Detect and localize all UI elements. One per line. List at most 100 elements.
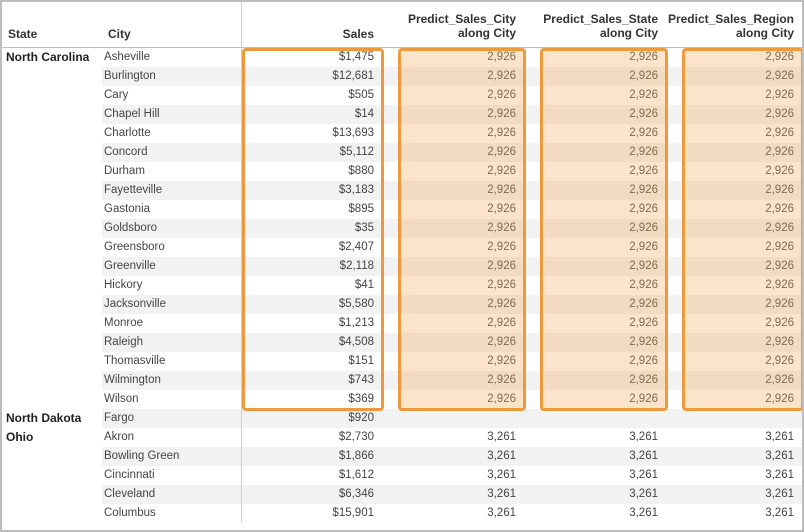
predict-region-cell[interactable]: 2,926	[682, 143, 802, 162]
predict-city-cell[interactable]: 3,261	[398, 428, 524, 447]
sales-cell[interactable]: $12,681	[242, 67, 382, 86]
sales-cell[interactable]: $2,730	[242, 428, 382, 447]
predict-region-cell[interactable]: 2,926	[682, 390, 802, 409]
predict-city-cell[interactable]: 2,926	[398, 124, 524, 143]
sales-cell[interactable]: $41	[242, 276, 382, 295]
predict-city-cell[interactable]: 2,926	[398, 143, 524, 162]
predict-state-cell[interactable]: 2,926	[540, 200, 666, 219]
predict-city-cell[interactable]: 2,926	[398, 67, 524, 86]
city-cell[interactable]: Goldsboro	[102, 219, 242, 238]
city-cell[interactable]: Cincinnati	[102, 466, 242, 485]
header-predict-city[interactable]: Predict_Sales_City along City	[398, 2, 524, 48]
city-cell[interactable]: Durham	[102, 162, 242, 181]
header-predict-state[interactable]: Predict_Sales_State along City	[540, 2, 666, 48]
state-cell[interactable]	[2, 124, 102, 143]
sales-cell[interactable]: $369	[242, 390, 382, 409]
city-cell[interactable]: Thomasville	[102, 352, 242, 371]
predict-state-cell[interactable]: 2,926	[540, 143, 666, 162]
predict-region-cell[interactable]: 2,926	[682, 333, 802, 352]
city-cell[interactable]: Jacksonville	[102, 295, 242, 314]
predict-region-cell[interactable]: 2,926	[682, 352, 802, 371]
predict-state-cell[interactable]: 2,926	[540, 124, 666, 143]
state-cell[interactable]: North Carolina	[2, 48, 102, 67]
predict-city-cell[interactable]: 3,261	[398, 504, 524, 523]
predict-state-cell[interactable]	[540, 409, 666, 428]
city-cell[interactable]: Charlotte	[102, 124, 242, 143]
predict-region-cell[interactable]: 2,926	[682, 276, 802, 295]
predict-state-cell[interactable]: 2,926	[540, 295, 666, 314]
sales-cell[interactable]: $151	[242, 352, 382, 371]
sales-cell[interactable]: $4,508	[242, 333, 382, 352]
predict-city-cell[interactable]: 2,926	[398, 162, 524, 181]
sales-cell[interactable]: $6,346	[242, 485, 382, 504]
predict-state-cell[interactable]: 2,926	[540, 352, 666, 371]
city-cell[interactable]: Columbus	[102, 504, 242, 523]
state-cell[interactable]	[2, 485, 102, 504]
sales-cell[interactable]: $505	[242, 86, 382, 105]
predict-region-cell[interactable]: 2,926	[682, 181, 802, 200]
predict-city-cell[interactable]: 2,926	[398, 352, 524, 371]
predict-region-cell[interactable]: 3,261	[682, 466, 802, 485]
city-cell[interactable]: Asheville	[102, 48, 242, 67]
city-cell[interactable]: Concord	[102, 143, 242, 162]
state-cell[interactable]: North Dakota	[2, 409, 102, 428]
predict-state-cell[interactable]: 2,926	[540, 257, 666, 276]
predict-state-cell[interactable]: 2,926	[540, 371, 666, 390]
sales-cell[interactable]: $2,407	[242, 238, 382, 257]
predict-region-cell[interactable]: 3,261	[682, 428, 802, 447]
sales-cell[interactable]: $2,118	[242, 257, 382, 276]
predict-state-cell[interactable]: 3,261	[540, 466, 666, 485]
sales-cell[interactable]: $1,475	[242, 48, 382, 67]
predict-region-cell[interactable]: 2,926	[682, 162, 802, 181]
predict-region-cell[interactable]: 2,926	[682, 295, 802, 314]
city-cell[interactable]: Greensboro	[102, 238, 242, 257]
state-cell[interactable]	[2, 105, 102, 124]
sales-cell[interactable]: $920	[242, 409, 382, 428]
sales-cell[interactable]: $880	[242, 162, 382, 181]
city-cell[interactable]: Bowling Green	[102, 447, 242, 466]
predict-state-cell[interactable]: 2,926	[540, 86, 666, 105]
predict-city-cell[interactable]: 2,926	[398, 181, 524, 200]
sales-cell[interactable]: $15,901	[242, 504, 382, 523]
city-cell[interactable]: Fargo	[102, 409, 242, 428]
predict-city-cell[interactable]: 2,926	[398, 257, 524, 276]
state-cell[interactable]	[2, 67, 102, 86]
state-cell[interactable]	[2, 352, 102, 371]
predict-city-cell[interactable]: 2,926	[398, 276, 524, 295]
header-predict-region[interactable]: Predict_Sales_Region along City	[682, 2, 802, 48]
predict-region-cell[interactable]: 2,926	[682, 238, 802, 257]
predict-region-cell[interactable]: 2,926	[682, 219, 802, 238]
predict-region-cell[interactable]: 2,926	[682, 257, 802, 276]
predict-region-cell[interactable]: 2,926	[682, 124, 802, 143]
predict-city-cell[interactable]: 3,261	[398, 485, 524, 504]
sales-cell[interactable]: $895	[242, 200, 382, 219]
state-cell[interactable]	[2, 181, 102, 200]
state-cell[interactable]	[2, 162, 102, 181]
city-cell[interactable]: Monroe	[102, 314, 242, 333]
predict-city-cell[interactable]: 3,261	[398, 447, 524, 466]
predict-region-cell[interactable]: 2,926	[682, 105, 802, 124]
predict-city-cell[interactable]: 2,926	[398, 314, 524, 333]
city-cell[interactable]: Raleigh	[102, 333, 242, 352]
predict-state-cell[interactable]: 2,926	[540, 105, 666, 124]
predict-city-cell[interactable]: 2,926	[398, 333, 524, 352]
state-cell[interactable]	[2, 86, 102, 105]
city-cell[interactable]: Cary	[102, 86, 242, 105]
sales-cell[interactable]: $1,612	[242, 466, 382, 485]
sales-cell[interactable]: $3,183	[242, 181, 382, 200]
state-cell[interactable]	[2, 295, 102, 314]
city-cell[interactable]: Fayetteville	[102, 181, 242, 200]
state-cell[interactable]	[2, 276, 102, 295]
predict-state-cell[interactable]: 2,926	[540, 181, 666, 200]
predict-state-cell[interactable]: 2,926	[540, 48, 666, 67]
predict-state-cell[interactable]: 2,926	[540, 333, 666, 352]
city-cell[interactable]: Burlington	[102, 67, 242, 86]
city-cell[interactable]: Cleveland	[102, 485, 242, 504]
predict-region-cell[interactable]: 2,926	[682, 67, 802, 86]
state-cell[interactable]	[2, 143, 102, 162]
predict-region-cell[interactable]: 2,926	[682, 200, 802, 219]
predict-city-cell[interactable]: 2,926	[398, 48, 524, 67]
predict-state-cell[interactable]: 3,261	[540, 504, 666, 523]
predict-state-cell[interactable]: 3,261	[540, 428, 666, 447]
sales-cell[interactable]: $14	[242, 105, 382, 124]
